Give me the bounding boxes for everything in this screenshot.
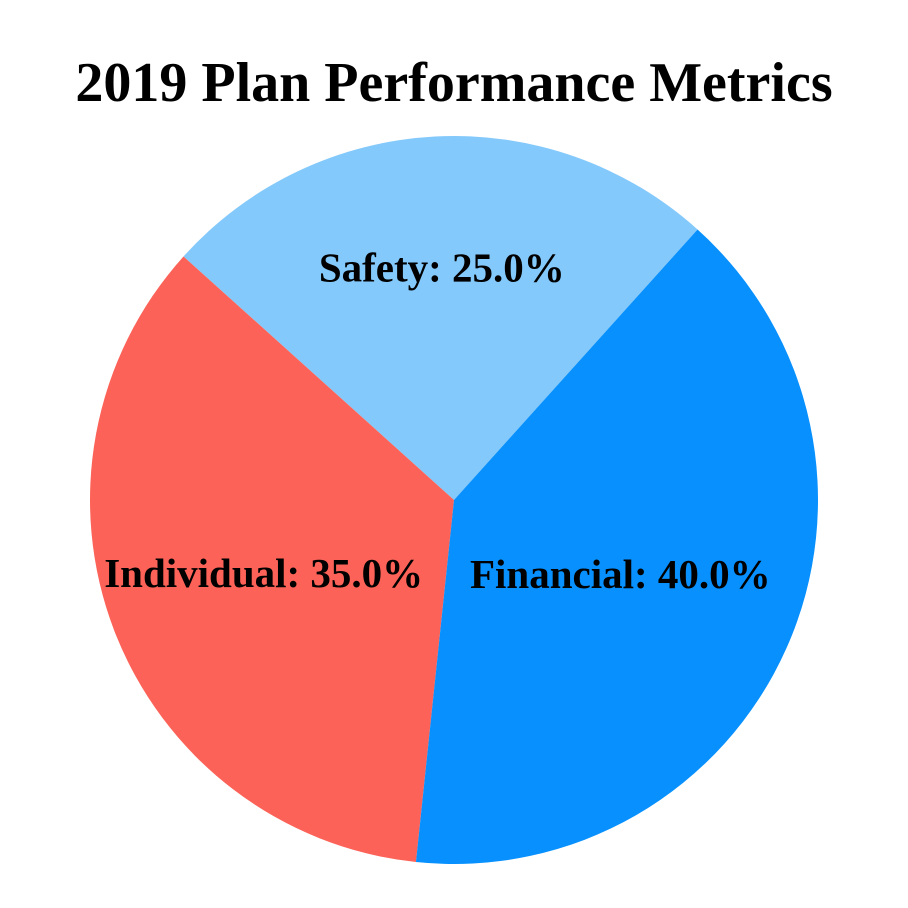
pie-slice-safety	[183, 136, 698, 501]
pie-slice-individual	[90, 256, 454, 863]
pie-slice-labels: Safety: 25.0% Individual: 35.0% Financial:…	[104, 244, 770, 597]
slice-label-safety: Safety: 25.0%	[319, 244, 565, 290]
slice-label-individual: Individual: 35.0%	[104, 550, 423, 596]
slice-label-financial: Financial: 40.0%	[470, 551, 771, 597]
pie-slice-financial	[415, 229, 818, 865]
chart-title: 2019 Plan Performance Metrics	[75, 52, 832, 114]
pie-slices	[90, 136, 818, 865]
